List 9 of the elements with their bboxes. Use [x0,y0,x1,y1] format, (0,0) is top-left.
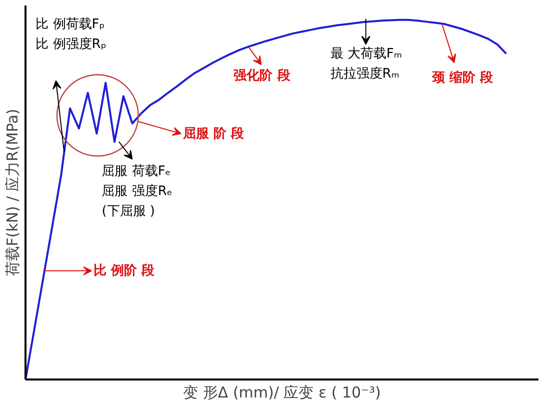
annotation: 强化阶 段 [234,68,292,84]
x-axis-title: 变 形Δ (mm)/ 应变 ε ( 10⁻³) [183,384,381,402]
annotation: 屈服 阶 段 [182,126,246,142]
annotation: 屈服 荷载Fₑ 屈服 强度Rₑ (下屈服 ) [102,164,172,220]
annotation: 比 例荷载Fₚ 比 例强度Rₚ [36,16,106,52]
annotation: 颈 缩阶 段 [430,70,494,86]
y-axis-title: 荷载F(kN) / 应力R(MPa) [4,108,22,276]
annotation: 最 大荷载Fₘ 抗拉强度Rₘ [330,46,402,82]
annotation: 比 例阶 段 [94,264,156,279]
